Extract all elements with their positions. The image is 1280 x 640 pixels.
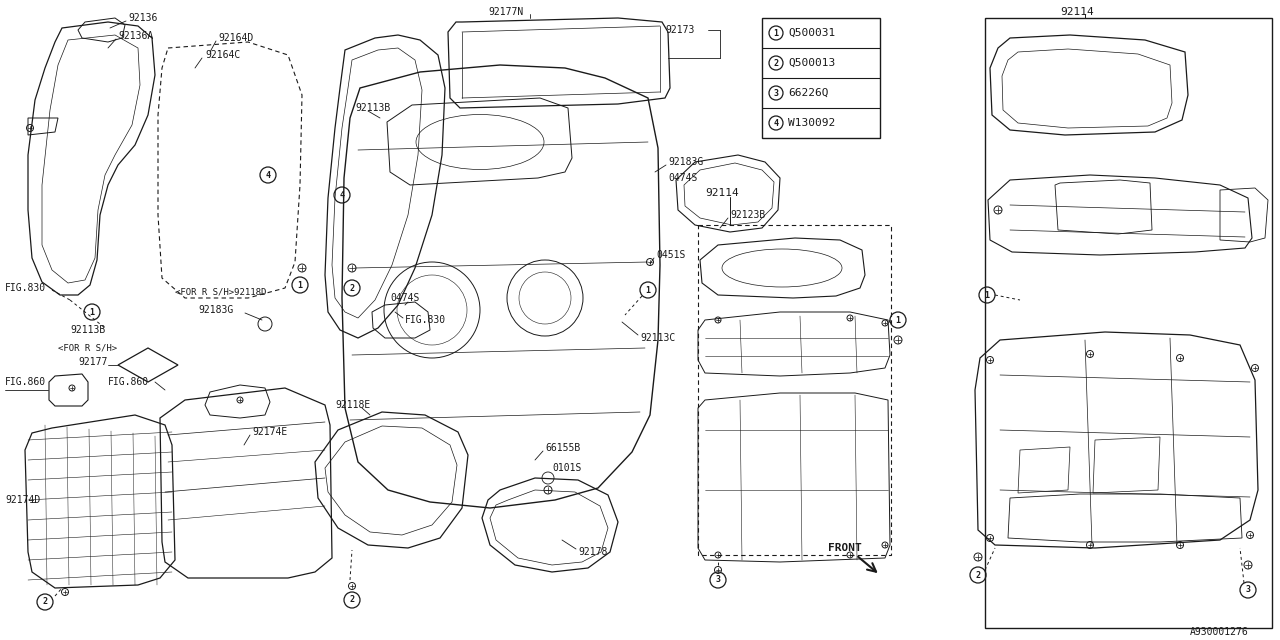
Text: 92164C: 92164C (205, 50, 241, 60)
Text: 92173: 92173 (666, 25, 694, 35)
Text: 2: 2 (773, 58, 778, 67)
Bar (698, 225, 891, 555)
Text: 92174D: 92174D (5, 495, 40, 505)
Text: 92136: 92136 (128, 13, 157, 23)
Text: 0101S: 0101S (552, 463, 581, 473)
Text: 92183G: 92183G (668, 157, 703, 167)
Text: 92183G: 92183G (198, 305, 233, 315)
Text: 92114: 92114 (1060, 7, 1093, 17)
Text: <FOR R S/H>92118D: <FOR R S/H>92118D (175, 287, 266, 296)
Text: FIG.860: FIG.860 (5, 377, 46, 387)
Text: 92177: 92177 (78, 357, 108, 367)
Text: 92114: 92114 (705, 188, 739, 198)
Text: Q500013: Q500013 (788, 58, 836, 68)
Text: 2: 2 (42, 598, 47, 607)
Text: 3: 3 (1245, 586, 1251, 595)
Text: 92113C: 92113C (640, 333, 676, 343)
Text: 2: 2 (349, 595, 355, 605)
Text: 92177N: 92177N (488, 7, 524, 17)
Bar (986, 18, 1272, 628)
Text: 66155B: 66155B (545, 443, 580, 453)
Text: <FOR R S/H>: <FOR R S/H> (58, 344, 118, 353)
Text: 92136A: 92136A (118, 31, 154, 41)
Text: 1: 1 (297, 280, 302, 289)
Text: 66226Q: 66226Q (788, 88, 828, 98)
Text: FIG.830: FIG.830 (404, 315, 447, 325)
Text: W130092: W130092 (788, 118, 836, 128)
Text: 1: 1 (90, 307, 95, 317)
Text: 1: 1 (645, 285, 650, 294)
Text: 92118E: 92118E (335, 400, 370, 410)
Text: 2: 2 (975, 570, 980, 579)
Text: 3: 3 (773, 88, 778, 97)
Text: 4: 4 (773, 118, 778, 127)
Text: A930001276: A930001276 (1190, 627, 1249, 637)
Text: 92174E: 92174E (252, 427, 287, 437)
Text: 1: 1 (896, 316, 901, 324)
Text: 92164D: 92164D (218, 33, 253, 43)
Text: 0474S: 0474S (668, 173, 698, 183)
Text: 0474S: 0474S (390, 293, 420, 303)
Text: 92113B: 92113B (355, 103, 390, 113)
Text: 2: 2 (349, 284, 355, 292)
Text: FIG.830: FIG.830 (5, 283, 46, 293)
Text: Q500031: Q500031 (788, 28, 836, 38)
Text: FIG.860: FIG.860 (108, 377, 150, 387)
Text: 92113B: 92113B (70, 325, 105, 335)
Text: 4: 4 (339, 191, 344, 200)
Text: 1: 1 (773, 29, 778, 38)
Text: 1: 1 (984, 291, 989, 300)
Text: 3: 3 (716, 575, 721, 584)
Text: 92178: 92178 (579, 547, 608, 557)
Text: FRONT: FRONT (828, 543, 861, 553)
Text: 4: 4 (265, 170, 270, 179)
Bar (762, 18, 881, 138)
Text: 92123B: 92123B (730, 210, 765, 220)
Text: 0451S: 0451S (657, 250, 685, 260)
